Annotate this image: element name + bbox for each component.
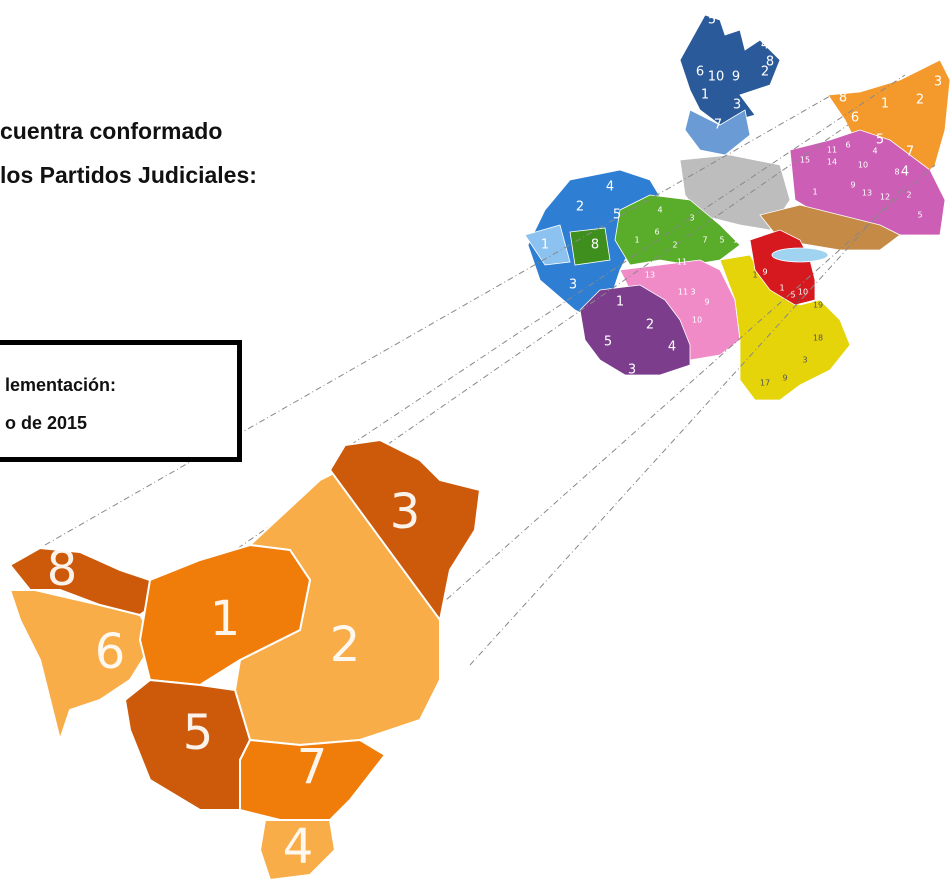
district-label: 6 bbox=[851, 111, 859, 126]
connector bbox=[340, 75, 905, 452]
heading-line: cuentra conformado bbox=[0, 118, 222, 145]
district-label: 4 bbox=[657, 206, 662, 215]
district-label: 7 bbox=[702, 236, 707, 245]
district-label: 10 bbox=[692, 316, 702, 325]
district-label: 5 bbox=[613, 208, 621, 223]
region-label: 7 bbox=[297, 739, 328, 795]
district-label: 4 bbox=[668, 340, 676, 355]
info-box: lementación: o de 2015 bbox=[0, 340, 242, 462]
district-label: 3 bbox=[689, 214, 694, 223]
district-label: 8 bbox=[591, 238, 599, 253]
district-label: 9 bbox=[704, 298, 709, 307]
district-label: 5 bbox=[917, 211, 922, 220]
district-label: 17 bbox=[760, 379, 770, 388]
district-label: 3 bbox=[569, 278, 577, 293]
district-label: 6 bbox=[654, 228, 659, 237]
district-label: 1 bbox=[812, 188, 817, 197]
lake bbox=[772, 248, 828, 262]
district-label: 9 bbox=[762, 268, 767, 277]
district-label: 1 bbox=[779, 284, 784, 293]
page: {"heading":{"line1":"cuentra conformado"… bbox=[0, 0, 950, 890]
district-label: 11 bbox=[677, 258, 687, 267]
district-label: 6 bbox=[696, 65, 704, 80]
district-label: 2 bbox=[906, 191, 911, 200]
district-label: 1 bbox=[541, 238, 549, 253]
district-label: 4 bbox=[901, 165, 909, 180]
district-label: 5 bbox=[708, 13, 716, 28]
district-label: 5 bbox=[604, 335, 612, 350]
district-label: 3 bbox=[628, 363, 636, 378]
region-label: 2 bbox=[330, 617, 361, 673]
district-label: 4 bbox=[761, 38, 769, 53]
district-label: 2 bbox=[672, 241, 677, 250]
district-label: 11 bbox=[827, 146, 837, 155]
district-label: 18 bbox=[813, 334, 823, 343]
district-label: 2 bbox=[761, 65, 769, 80]
district-label: 10 bbox=[708, 70, 725, 85]
district-label: 14 bbox=[827, 158, 837, 167]
district-label: 4 bbox=[872, 147, 877, 156]
district-label: 2 bbox=[646, 318, 654, 333]
district-label: 9 bbox=[732, 70, 740, 85]
district-label: 3 bbox=[802, 356, 807, 365]
district-label: 1 bbox=[616, 295, 624, 310]
district-label: 1 bbox=[752, 271, 757, 280]
district-label: 13 bbox=[645, 271, 655, 280]
district-label: 12 bbox=[880, 193, 890, 202]
district-label: 2 bbox=[916, 93, 924, 108]
region-label: 3 bbox=[390, 484, 421, 540]
region-label: 5 bbox=[183, 705, 214, 761]
district-label: 2 bbox=[576, 200, 584, 215]
district-label: 8 bbox=[839, 91, 847, 106]
region-label: 8 bbox=[47, 541, 78, 597]
box-line: o de 2015 bbox=[5, 413, 87, 434]
box-line: lementación: bbox=[5, 375, 116, 396]
district-label: 5 bbox=[790, 291, 795, 300]
district-label: 1 bbox=[881, 97, 889, 112]
district-label: 7 bbox=[906, 145, 914, 160]
district-label: 10 bbox=[733, 236, 743, 245]
region-label: 6 bbox=[95, 624, 126, 680]
district-label: 7 bbox=[714, 118, 722, 133]
region-label: 1 bbox=[210, 591, 241, 647]
district-label: 5 bbox=[719, 236, 724, 245]
district-label: 4 bbox=[606, 180, 614, 195]
region-label: 4 bbox=[283, 819, 314, 875]
district-label: 11 bbox=[678, 288, 688, 297]
district-label: 19 bbox=[813, 301, 823, 310]
district-label: 6 bbox=[845, 141, 850, 150]
district-label: 1 bbox=[634, 236, 639, 245]
district-label: 3 bbox=[934, 75, 942, 90]
district-label: 9 bbox=[782, 374, 787, 383]
district-label: 3 bbox=[795, 296, 800, 305]
heading-line: los Partidos Judiciales: bbox=[0, 162, 257, 189]
district-label: 10 bbox=[858, 161, 868, 170]
district-label: 3 bbox=[733, 98, 741, 113]
district-label: 13 bbox=[862, 189, 872, 198]
district-label: 5 bbox=[876, 133, 884, 148]
district-label: 9 bbox=[850, 181, 855, 190]
district-label: 3 bbox=[690, 288, 695, 297]
district-label: 10 bbox=[798, 288, 808, 297]
district-label: 15 bbox=[800, 156, 810, 165]
district-label: 8 bbox=[894, 168, 899, 177]
district-label: 1 bbox=[701, 88, 709, 103]
